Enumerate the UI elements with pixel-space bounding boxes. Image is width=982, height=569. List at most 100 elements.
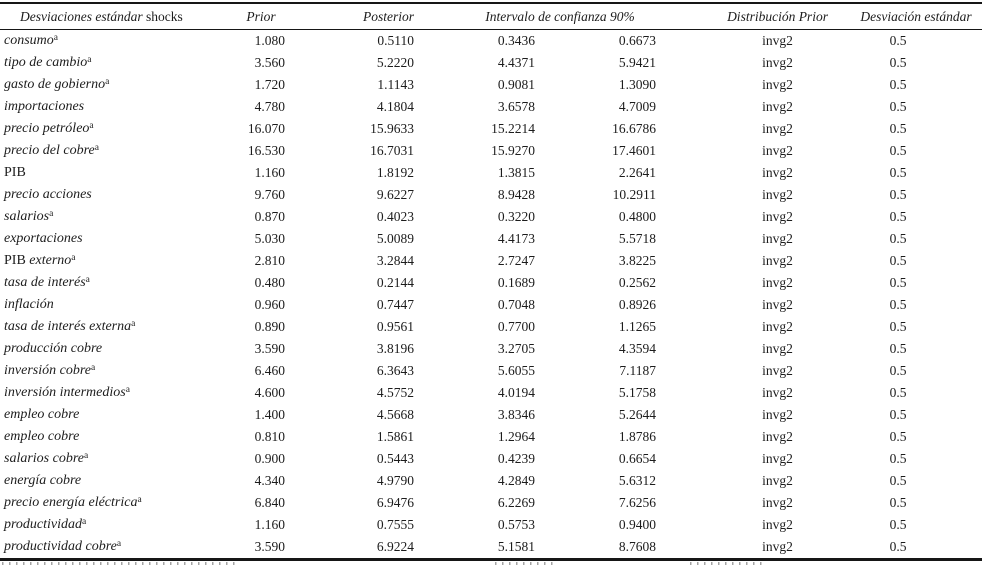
table-row: precio acciones 9.760 9.6227 8.9428 10.2… — [0, 184, 982, 206]
cell-standard-deviation: 0.5 — [889, 363, 907, 378]
cutoff-footnote — [0, 561, 982, 566]
cell-prior: 0.870 — [254, 209, 285, 224]
cell-posterior: 6.9224 — [376, 539, 414, 554]
cell-standard-deviation: 0.5 — [889, 341, 907, 356]
cell-standard-deviation: 0.5 — [889, 473, 907, 488]
header-posterior: Posterior — [362, 9, 414, 24]
cell-standard-deviation: 0.5 — [889, 187, 907, 202]
cell-prior: 1.400 — [254, 407, 285, 422]
cell-posterior: 16.7031 — [370, 143, 414, 158]
cell-standard-deviation: 0.5 — [889, 451, 907, 466]
cell-standard-deviation: 0.5 — [889, 209, 907, 224]
cell-prior-distribution: invg2 — [762, 297, 793, 312]
table-row: productividad cobrea 3.590 6.9224 5.1581… — [0, 536, 982, 560]
cell-prior-distribution: invg2 — [762, 341, 793, 356]
header-prior-distribution: Distribución Prior — [727, 9, 828, 24]
cell-prior: 6.840 — [254, 495, 285, 510]
table-row: productividada 1.160 0.7555 0.5753 0.940… — [0, 514, 982, 536]
cell-posterior: 6.9476 — [376, 495, 414, 510]
cell-posterior: 0.5443 — [376, 451, 414, 466]
cell-ci-low: 0.3436 — [497, 33, 535, 48]
row-label: gasto de gobiernoa — [4, 77, 110, 92]
row-label: inversión intermediosa — [4, 385, 130, 400]
cell-ci-high: 4.3594 — [618, 341, 657, 356]
cell-standard-deviation: 0.5 — [889, 77, 907, 92]
cell-ci-low: 4.4371 — [497, 55, 535, 70]
cell-prior-distribution: invg2 — [762, 363, 793, 378]
cell-ci-low: 6.2269 — [497, 495, 535, 510]
table-row: inflación 0.960 0.7447 0.7048 0.8926 inv… — [0, 294, 982, 316]
cell-ci-high: 0.9400 — [618, 517, 657, 532]
cell-prior-distribution: invg2 — [762, 407, 793, 422]
cell-ci-high: 0.4800 — [618, 209, 657, 224]
table-row: precio del cobrea 16.530 16.7031 15.9270… — [0, 140, 982, 162]
row-label: productividada — [4, 517, 87, 532]
cell-posterior: 1.5861 — [376, 429, 414, 444]
cell-prior-distribution: invg2 — [762, 33, 793, 48]
cell-prior-distribution: invg2 — [762, 55, 793, 70]
cell-ci-high: 5.9421 — [618, 55, 657, 70]
table-row: precio energía eléctricaa 6.840 6.9476 6… — [0, 492, 982, 514]
table-row: gasto de gobiernoa 1.720 1.1143 0.9081 1… — [0, 74, 982, 96]
cell-posterior: 6.3643 — [376, 363, 414, 378]
cell-prior: 9.760 — [254, 187, 285, 202]
cell-standard-deviation: 0.5 — [889, 517, 907, 532]
cell-ci-high: 0.8926 — [618, 297, 657, 312]
row-label: tasa de interésa — [4, 275, 90, 290]
cell-ci-low: 3.8346 — [497, 407, 535, 422]
cell-ci-low: 15.2214 — [491, 121, 535, 136]
cell-ci-low: 1.3815 — [497, 165, 535, 180]
cell-prior: 2.810 — [254, 253, 285, 268]
cell-prior-distribution: invg2 — [762, 451, 793, 466]
cell-standard-deviation: 0.5 — [889, 275, 907, 290]
cell-prior: 5.030 — [254, 231, 285, 246]
cell-ci-low: 4.4173 — [497, 231, 535, 246]
cell-ci-high: 0.2562 — [618, 275, 657, 290]
row-label: exportaciones — [4, 231, 83, 246]
row-label: empleo cobre — [4, 407, 80, 422]
table-header: Desviaciones estándar shocks Prior Poste… — [0, 3, 982, 30]
cell-standard-deviation: 0.5 — [889, 297, 907, 312]
cell-prior: 1.080 — [254, 33, 285, 48]
cell-ci-high: 5.6312 — [618, 473, 657, 488]
cell-prior: 6.460 — [254, 363, 285, 378]
cell-ci-low: 5.6055 — [497, 363, 535, 378]
table-row: importaciones 4.780 4.1804 3.6578 4.7009… — [0, 96, 982, 118]
cell-prior: 0.960 — [254, 297, 285, 312]
cell-ci-high: 10.2911 — [612, 187, 657, 202]
cell-prior: 4.340 — [254, 473, 285, 488]
cell-posterior: 15.9633 — [370, 121, 414, 136]
cell-prior-distribution: invg2 — [762, 539, 793, 554]
cell-ci-low: 0.9081 — [497, 77, 535, 92]
cell-standard-deviation: 0.5 — [889, 539, 907, 554]
cell-ci-low: 0.7700 — [497, 319, 535, 334]
cell-prior: 0.900 — [254, 451, 285, 466]
table-row: salarios cobrea 0.900 0.5443 0.4239 0.66… — [0, 448, 982, 470]
table-row: salariosa 0.870 0.4023 0.3220 0.4800 inv… — [0, 206, 982, 228]
table-row: inversión cobrea 6.460 6.3643 5.6055 7.1… — [0, 360, 982, 382]
row-label: precio acciones — [4, 187, 92, 202]
cell-ci-high: 8.7608 — [618, 539, 657, 554]
cell-ci-high: 7.6256 — [618, 495, 657, 510]
cell-standard-deviation: 0.5 — [889, 99, 907, 114]
cell-ci-low: 0.4239 — [497, 451, 535, 466]
cell-ci-high: 0.6654 — [618, 451, 657, 466]
cell-ci-high: 7.1187 — [619, 363, 657, 378]
cell-posterior: 0.2144 — [376, 275, 414, 290]
cell-ci-high: 5.5718 — [618, 231, 657, 246]
cell-posterior: 4.1804 — [376, 99, 414, 114]
cell-standard-deviation: 0.5 — [889, 407, 907, 422]
cell-prior-distribution: invg2 — [762, 253, 793, 268]
cell-prior-distribution: invg2 — [762, 495, 793, 510]
cell-posterior: 0.4023 — [376, 209, 414, 224]
cell-standard-deviation: 0.5 — [889, 143, 907, 158]
header-row: Desviaciones estándar shocks Prior Poste… — [0, 3, 982, 30]
cell-prior: 16.530 — [247, 143, 285, 158]
cell-ci-low: 4.0194 — [497, 385, 535, 400]
cell-posterior: 1.1143 — [377, 77, 414, 92]
header-standard-deviation: Desviación estándar — [860, 9, 972, 24]
cell-ci-high: 5.1758 — [618, 385, 657, 400]
row-label: tipo de cambioa — [4, 55, 92, 70]
cell-ci-low: 5.1581 — [497, 539, 535, 554]
cell-prior-distribution: invg2 — [762, 165, 793, 180]
